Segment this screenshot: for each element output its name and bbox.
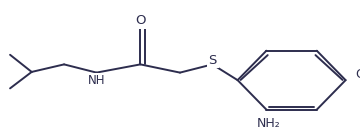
- Text: O: O: [135, 14, 146, 27]
- Text: S: S: [208, 54, 217, 67]
- Text: NH₂: NH₂: [256, 117, 280, 130]
- Text: NH: NH: [88, 74, 105, 87]
- Text: Cl: Cl: [355, 68, 360, 81]
